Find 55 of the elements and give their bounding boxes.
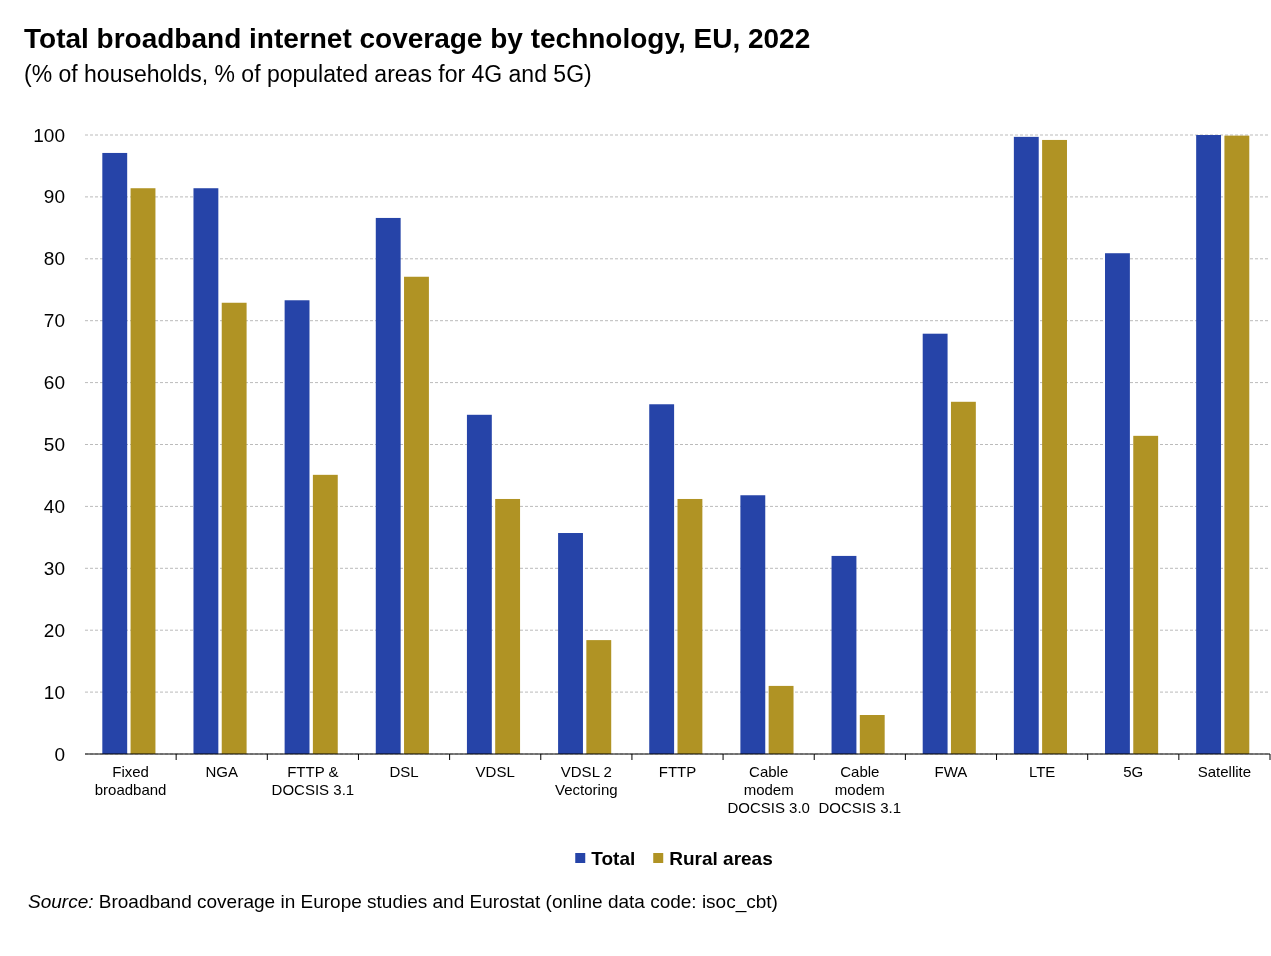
- legend-label: Rural areas: [669, 848, 773, 869]
- x-tick-label: VDSL 2 Vectoring: [555, 762, 618, 798]
- bar: [404, 276, 429, 754]
- x-tick-label: Cable modem DOCSIS 3.1: [818, 762, 902, 816]
- bar: [677, 498, 703, 754]
- y-tick-label: 20: [43, 619, 65, 641]
- bar: [922, 333, 948, 754]
- x-tick-label: Cable modem DOCSIS 3.0: [727, 762, 810, 816]
- y-tick-label: 30: [43, 557, 65, 579]
- source-note: Source: Broadband coverage in Europe studies and Eurostat (online data code: isoc_cbt): [28, 890, 779, 914]
- bar: [193, 188, 219, 754]
- bar: [831, 555, 857, 754]
- bar: [495, 498, 521, 754]
- bar: [768, 685, 794, 754]
- chart-subtitle: (% of households, % of populated areas for 4G and 5G): [24, 61, 592, 87]
- bar: [284, 300, 310, 754]
- y-tick-label: 90: [43, 186, 65, 208]
- x-tick-label: FTTP: [658, 762, 697, 780]
- x-tick-label: NGA: [205, 762, 238, 780]
- y-tick-label: 80: [43, 248, 65, 270]
- y-tick-label: 10: [43, 681, 65, 703]
- y-tick-label: 70: [43, 310, 65, 332]
- y-tick-label: 100: [33, 124, 65, 146]
- x-tick-label: DSL: [389, 762, 419, 780]
- bar: [740, 495, 766, 754]
- bar: [1105, 253, 1130, 754]
- x-tick-label: Fixed broadband: [94, 762, 167, 798]
- bar: [859, 715, 885, 754]
- y-tick-label: 40: [43, 495, 65, 517]
- y-tick-label: 50: [43, 434, 65, 456]
- legend-label: Total: [591, 848, 636, 869]
- bar: [1196, 135, 1222, 754]
- bar: [1013, 136, 1039, 754]
- bar: [375, 217, 401, 754]
- y-tick-label: 60: [43, 372, 65, 394]
- x-tick-label: FTTP & DOCSIS 3.1: [271, 762, 355, 798]
- bar: [558, 533, 583, 754]
- bar: [950, 401, 976, 754]
- x-tick-label: FWA: [934, 762, 968, 780]
- x-tick-label: Satellite: [1197, 762, 1252, 780]
- bar: [102, 152, 128, 754]
- chart-title: Total broadband internet coverage by technology, EU, 2022: [24, 23, 811, 54]
- bar: [1224, 135, 1250, 754]
- bar: [649, 404, 675, 754]
- y-tick-label: 0: [54, 743, 65, 765]
- x-tick-label: LTE: [1028, 762, 1056, 780]
- bar: [1042, 139, 1067, 754]
- bar: [130, 188, 156, 754]
- x-tick-label: VDSL: [475, 762, 515, 780]
- bar: [312, 474, 338, 754]
- bar: [1133, 435, 1159, 754]
- bar: [586, 640, 612, 754]
- x-tick-label: 5G: [1123, 762, 1144, 780]
- bar: [466, 414, 492, 754]
- bar: [221, 302, 247, 754]
